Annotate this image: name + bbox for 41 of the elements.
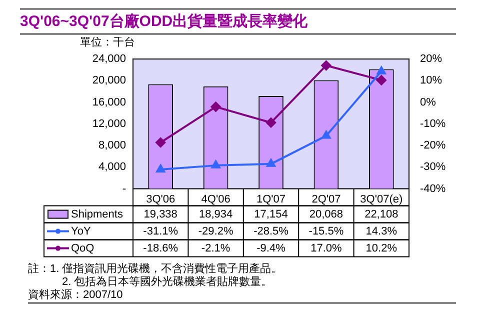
data-label: -2.1% (201, 242, 230, 254)
text: 註：1. 僅指資訊用光碟機，不含消費性電子用產品。 (28, 263, 284, 276)
y-tick-label: 8,000 (98, 140, 126, 152)
data-label: 17,154 (254, 208, 288, 220)
y-tick-label: 16,000 (92, 96, 126, 108)
y2-tick-label: 0% (420, 96, 436, 108)
data-label: 14.3% (366, 225, 398, 238)
y2-tick-label: 10% (420, 74, 442, 87)
x-tick-label: 1Q'07 (256, 193, 286, 206)
x-tick-label: 2Q'07 (312, 193, 341, 206)
y-tick-label: - (122, 182, 126, 195)
x-tick-label: 4Q'06 (201, 193, 230, 206)
data-label: -9.4% (256, 242, 286, 254)
x-tick-label: 3Q'06 (146, 193, 176, 206)
y2-tick-label: -40% (420, 182, 446, 195)
data-label: 22,108 (364, 208, 398, 220)
source-note: 資料來源：2007/10 (28, 289, 124, 302)
y-tick-label: 24,000 (92, 53, 126, 66)
data-label: 17.0% (310, 242, 342, 254)
data-label: -28.5% (254, 225, 289, 238)
y-tick-label: 20,000 (92, 74, 126, 87)
y-tick-label: 4,000 (98, 161, 126, 174)
legend-label: Shipments (71, 208, 124, 220)
text: 2. 包括為日本等國外光碟機業者貼牌數量。 (61, 276, 274, 289)
legend-label: QoQ (71, 242, 95, 254)
data-label: -29.2% (198, 225, 234, 238)
y2-tick-label: -20% (420, 140, 446, 152)
y-tick-label: 12,000 (92, 118, 126, 130)
data-label: -15.5% (308, 225, 344, 238)
data-label: 10.2% (366, 242, 398, 254)
chart-title: 3Q'06~3Q'07台廠ODD出貨量暨成長率變化 (20, 12, 309, 31)
data-label: -31.1% (143, 225, 178, 238)
data-label: 20,068 (309, 208, 344, 220)
data-label: 19,338 (144, 208, 178, 220)
data-label: -18.6% (143, 242, 178, 254)
y2-tick-label: 20% (420, 53, 442, 66)
y2-tick-label: -30% (420, 161, 446, 174)
x-tick-label: 3Q'07(e) (360, 193, 403, 206)
legend-label: YoY (71, 225, 92, 238)
y2-tick-label: -10% (420, 118, 446, 130)
data-label: 18,934 (198, 208, 233, 220)
